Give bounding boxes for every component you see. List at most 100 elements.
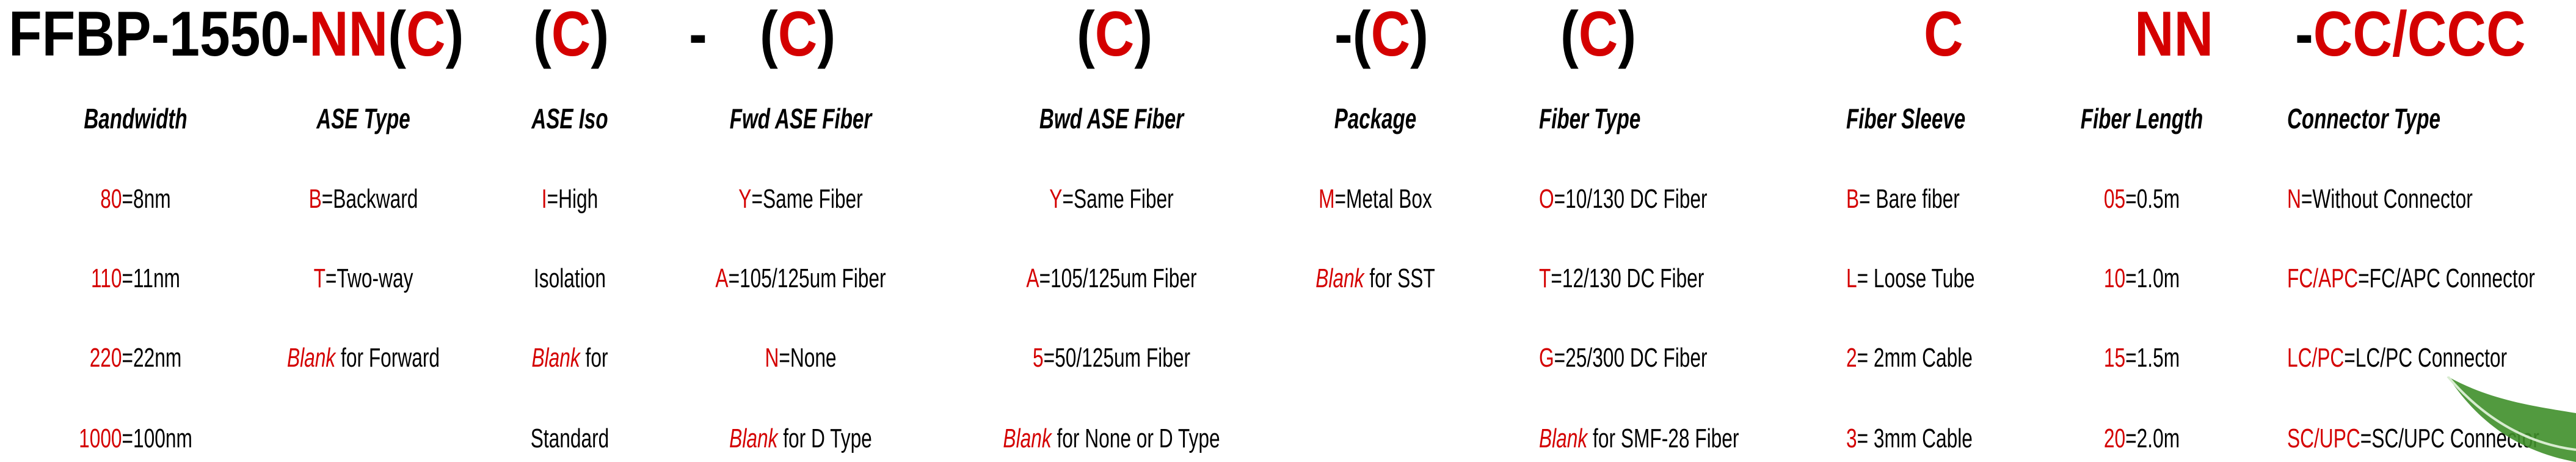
option-code: A <box>1026 263 1039 293</box>
option-item: LC/PC=LC/PC Connector <box>2287 342 2507 374</box>
column-header: Package <box>1334 103 1417 134</box>
option-text: =100nm <box>122 424 192 453</box>
code-field: (C) <box>533 0 609 71</box>
option-text: =2.0m <box>2125 424 2180 453</box>
option-code: 20 <box>2103 424 2126 453</box>
column-header: Fiber Length <box>2080 103 2203 134</box>
option-code: B <box>1846 184 1860 214</box>
code-field: - <box>689 0 707 71</box>
option-code: A <box>715 263 729 293</box>
title-segment: - <box>2295 0 2313 70</box>
option-text: for SST <box>1364 263 1435 293</box>
title-segment: NN <box>2134 0 2214 70</box>
column-header: ASE Type <box>316 103 410 134</box>
option-text: =Backward <box>321 184 418 214</box>
title-segment: C <box>406 0 446 70</box>
option-text: =Two-way <box>325 263 413 293</box>
option-text: for D Type <box>777 424 872 453</box>
option-item: B=Backward <box>309 183 418 215</box>
option-text: =Metal Box <box>1334 184 1432 214</box>
option-item: O=10/130 DC Fiber <box>1539 183 1708 215</box>
option-text: Isolation <box>533 263 606 293</box>
option-text: = Loose Tube <box>1857 263 1975 293</box>
option-blank: Blank <box>286 343 336 373</box>
option-code: Y <box>1049 184 1063 214</box>
title-segment: ( <box>1077 0 1095 70</box>
option-code: 5 <box>1032 343 1044 373</box>
leaf-icon <box>2447 376 2576 462</box>
option-text: Standard <box>530 424 609 453</box>
title-segment: ) <box>1410 0 1428 70</box>
option-blank: Blank <box>1539 424 1588 453</box>
option-item: 1000=100nm <box>79 423 192 455</box>
option-text: =0.5m <box>2125 184 2180 214</box>
option-text: =11nm <box>122 263 180 293</box>
option-code: N <box>2287 184 2301 214</box>
option-item: 20=2.0m <box>2104 423 2180 455</box>
option-item: 5=50/125um Fiber <box>1033 342 1190 374</box>
option-code: Y <box>738 184 752 214</box>
option-code: 1000 <box>79 424 122 453</box>
title-segment: C <box>1094 0 1135 70</box>
option-item: Blank for SMF-28 Fiber <box>1539 423 1739 455</box>
title-segment: C <box>1924 0 1963 70</box>
option-item: 15=1.5m <box>2104 342 2180 374</box>
column-header: Fwd ASE Fiber <box>729 103 872 134</box>
option-text: = Bare fiber <box>1859 184 1960 214</box>
code-field: (C) <box>1077 0 1152 71</box>
option-text: for None or D Type <box>1051 424 1220 453</box>
title-segment: C <box>1578 0 1618 70</box>
option-item: Blank for None or D Type <box>1003 423 1220 455</box>
title-segment: ( <box>388 0 407 70</box>
option-text: =1.0m <box>2125 263 2180 293</box>
option-item: A=105/125um Fiber <box>1026 263 1196 295</box>
option-text: =25/300 DC Fiber <box>1554 343 1708 373</box>
option-item: Blank for SST <box>1315 263 1435 295</box>
option-text: =8nm <box>122 184 171 214</box>
code-field: -(C) <box>1334 0 1428 71</box>
option-item: 05=0.5m <box>2104 183 2180 215</box>
option-code: FC/APC <box>2287 263 2359 293</box>
option-text: =105/125um Fiber <box>1039 263 1197 293</box>
title-segment: ) <box>591 0 609 70</box>
option-item: Blank for <box>531 342 608 374</box>
option-code: B <box>308 184 322 214</box>
option-item: T=12/130 DC Fiber <box>1539 263 1704 295</box>
column-header: Bandwidth <box>84 103 187 134</box>
option-code: 2 <box>1846 343 1857 373</box>
option-code: LC/PC <box>2287 343 2345 373</box>
option-item: I=High <box>542 183 598 215</box>
option-blank: Blank <box>1315 263 1364 293</box>
code-field: -CC/CCC <box>2295 0 2526 71</box>
title-segment: ) <box>445 0 464 70</box>
option-item: 220=22nm <box>90 342 182 374</box>
option-item: T=Two-way <box>314 263 413 295</box>
option-code: 15 <box>2103 343 2126 373</box>
option-item: 80=8nm <box>100 183 170 215</box>
column-header: Connector Type <box>2287 103 2440 134</box>
option-text: =FC/APC Connector <box>2358 263 2535 293</box>
option-code: T <box>1539 263 1551 293</box>
option-text: =12/130 DC Fiber <box>1551 263 1705 293</box>
code-field: C <box>1924 0 1963 71</box>
option-code: N <box>765 343 779 373</box>
option-text: = 3mm Cable <box>1857 424 1973 453</box>
title-segment: ) <box>1618 0 1637 70</box>
option-code: L <box>1846 263 1857 293</box>
column-header: ASE Iso <box>531 103 608 134</box>
option-item: L= Loose Tube <box>1846 263 1975 295</box>
title-segment: ) <box>817 0 836 70</box>
title-segment: C <box>1370 0 1411 70</box>
code-field: NN <box>2134 0 2213 71</box>
option-item: 2= 2mm Cable <box>1846 342 1973 374</box>
option-blank: Blank <box>729 424 778 453</box>
option-item: Standard <box>531 423 609 455</box>
option-item: 110=11nm <box>91 263 180 295</box>
title-segment: C <box>551 0 591 70</box>
option-item: Blank for D Type <box>729 423 872 455</box>
option-code: I <box>541 184 547 214</box>
option-text: for Forward <box>335 343 440 373</box>
option-code: 220 <box>89 343 122 373</box>
title-segment: ( <box>533 0 551 70</box>
option-code: 05 <box>2103 184 2126 214</box>
